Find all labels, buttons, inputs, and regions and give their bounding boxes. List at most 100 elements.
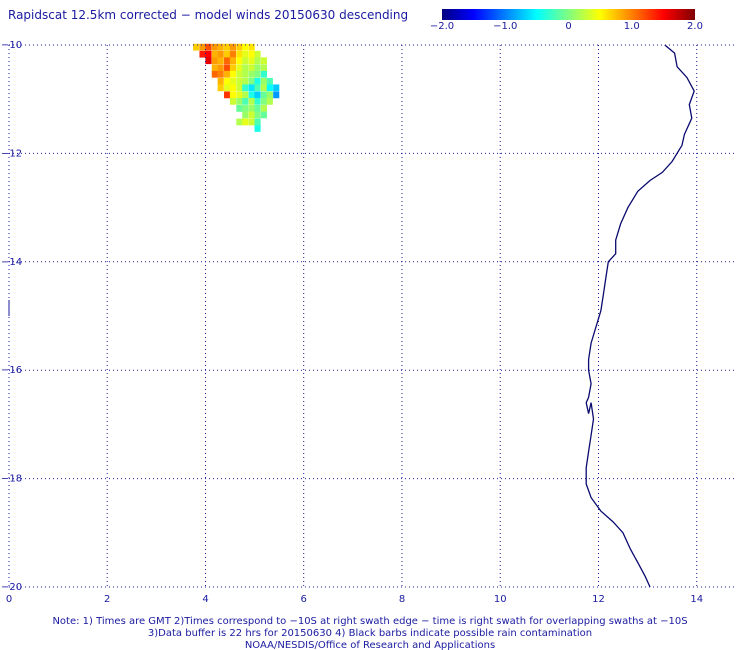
wind-cell [254, 125, 261, 132]
wind-cell [217, 50, 224, 58]
wind-cell [229, 77, 237, 85]
wind-cell [205, 43, 212, 51]
note-line-2: 3)Data buffer is 22 hrs for 20150630 4) … [147, 628, 593, 639]
wind-cell [236, 91, 243, 99]
wind-cell [217, 57, 224, 65]
wind-cell [254, 57, 261, 65]
wind-cell [242, 43, 249, 51]
wind-cell [260, 57, 268, 65]
wind-cell [254, 50, 261, 58]
wind-cell [211, 64, 218, 72]
wind-cell [254, 64, 261, 72]
colorbar-tick-label: 2.0 [687, 21, 703, 32]
x-tick-label: 12 [592, 594, 605, 605]
wind-cell [236, 57, 243, 65]
wind-cell [266, 77, 273, 85]
x-tick-label: 14 [690, 594, 703, 605]
wind-cell [260, 84, 268, 92]
wind-cell [236, 70, 243, 78]
wind-cell [217, 84, 224, 92]
wind-cell [248, 70, 255, 78]
wind-cell [266, 97, 273, 105]
wind-cell [211, 70, 218, 78]
colorbar-scale [442, 9, 695, 20]
wind-cell [242, 97, 249, 105]
wind-cell [242, 84, 249, 92]
y-tick-label: −16 [1, 365, 22, 376]
wind-cell [217, 64, 224, 72]
wind-cell [273, 84, 280, 92]
wind-cell [224, 70, 231, 78]
colorbar [442, 9, 695, 20]
x-tick-label: 2 [104, 594, 110, 605]
wind-cell [236, 64, 243, 72]
wind-cell [242, 111, 249, 119]
wind-cell [236, 97, 243, 105]
wind-cell [205, 50, 212, 58]
wind-cell [254, 77, 261, 85]
wind-cell [242, 57, 249, 65]
colorbar-tick-label: 0 [565, 21, 572, 32]
wind-cell [224, 77, 231, 85]
wind-cell [229, 70, 237, 78]
wind-cell [217, 70, 224, 78]
wind-cell [236, 84, 243, 92]
wind-cell [254, 70, 261, 78]
x-tick-label: 8 [399, 594, 405, 605]
wind-cell [254, 97, 261, 105]
wind-cell [248, 84, 255, 92]
note-line-3: NOAA/NESDIS/Office of Research and Appli… [244, 640, 496, 650]
y-tick-label: −12 [1, 148, 22, 159]
wind-cell [248, 57, 255, 65]
x-tick-label: 4 [202, 594, 208, 605]
y-tick-label: −14 [1, 257, 22, 268]
wind-cell [248, 50, 255, 58]
wind-cell [266, 91, 273, 99]
wind-cell [254, 91, 261, 99]
wind-cell [254, 84, 261, 92]
wind-cell [236, 118, 243, 126]
colorbar-tick-label: −2.0 [429, 21, 455, 32]
wind-cell [260, 70, 268, 78]
wind-cell [242, 91, 249, 99]
wind-cell [229, 84, 237, 92]
wind-cell [254, 111, 261, 119]
wind-cell [242, 50, 249, 58]
wind-cell [248, 105, 255, 112]
colorbar-tick-label: 1.0 [623, 21, 640, 32]
wind-cell [236, 50, 243, 58]
wind-cell [236, 105, 243, 112]
y-tick-label: −10 [1, 40, 22, 51]
wind-cell [248, 43, 255, 51]
wind-cell [199, 50, 206, 58]
wind-cell [242, 77, 249, 85]
wind-cell [242, 70, 249, 78]
page-title: Rapidscat 12.5km corrected − model winds… [8, 8, 409, 22]
wind-cell [193, 43, 200, 51]
wind-map-plot: 0 2 4 6 8 10 12 14 −10 −12 −14 −16 −18 −20 [1, 40, 736, 605]
wind-cell [254, 105, 261, 112]
x-tick-label: 0 [6, 594, 12, 605]
wind-cell [236, 77, 243, 85]
note-line-1: Note: 1) Times are GMT 2)Times correspon… [52, 616, 688, 627]
wind-cell [260, 77, 268, 85]
wind-cell [199, 43, 206, 51]
wind-cell [217, 77, 224, 85]
wind-cell [260, 105, 268, 112]
wind-cell [224, 43, 231, 51]
wind-cell [242, 105, 249, 112]
wind-cell [229, 57, 237, 65]
x-tick-label: 10 [494, 594, 507, 605]
wind-cell [242, 118, 249, 126]
wind-cell [229, 97, 237, 105]
axis-tick-labels: 0 2 4 6 8 10 12 14 −10 −12 −14 −16 −18 −20 [1, 40, 703, 605]
wind-cell [229, 50, 237, 58]
wind-cell [248, 91, 255, 99]
wind-cell [217, 43, 224, 51]
lat-lon-grid [8, 44, 736, 588]
y-tick-label: −20 [1, 582, 22, 593]
wind-cell [248, 118, 255, 126]
wind-cell [260, 64, 268, 72]
wind-cell [224, 84, 231, 92]
